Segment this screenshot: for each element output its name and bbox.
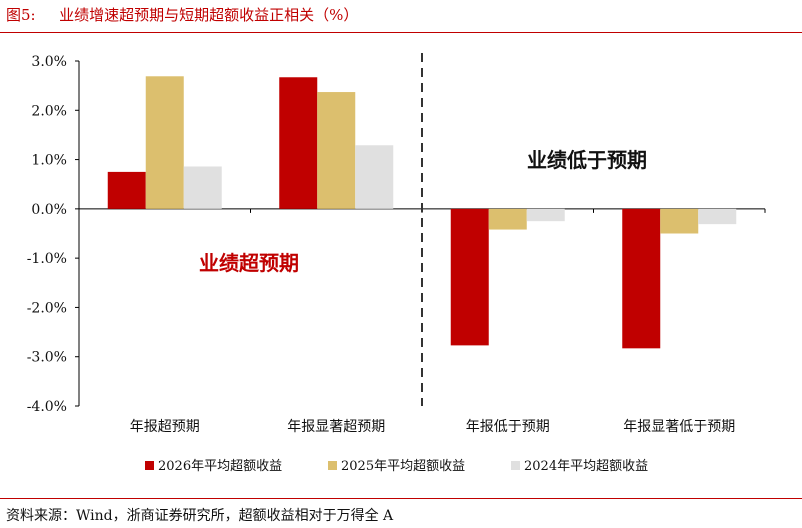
- header-divider: [0, 32, 802, 33]
- annotation-below-expectations: 业绩低于预期: [527, 148, 647, 172]
- footer-divider: [0, 498, 802, 499]
- legend-swatch-2024: [511, 461, 520, 470]
- y-tick-label: 1.0%: [31, 153, 67, 169]
- bar-chart: 3.0% 2.0% 1.0% 0.0% -1.0% -2.0% -3.0% -4.0% 年报超预…: [27, 53, 766, 435]
- bar-2024: [355, 145, 394, 209]
- figure-title: 图5: 业绩增速超预期与短期超额收益正相关（%）: [6, 4, 358, 25]
- x-category-label: 年报超预期: [130, 419, 200, 435]
- legend-label-2024: 2024年平均超额收益: [524, 459, 649, 474]
- y-tick-label: -1.0%: [27, 251, 67, 267]
- y-tick-label: -2.0%: [27, 300, 67, 316]
- bar-2026: [279, 77, 318, 209]
- x-category-label: 年报显著超预期: [287, 419, 385, 435]
- legend-item-2024: 2024年平均超额收益: [511, 455, 648, 474]
- y-tick-label: -3.0%: [27, 350, 67, 366]
- bar-2024: [526, 208, 565, 222]
- legend-swatch-2025: [328, 461, 337, 470]
- bar-2025: [145, 76, 184, 209]
- bar-2026: [107, 171, 146, 209]
- legend-item-2026: 2026年平均超额收益: [145, 455, 282, 474]
- figure-title-text: 业绩增速超预期与短期超额收益正相关（%）: [59, 6, 359, 24]
- figure-header: 图5: 业绩增速超预期与短期超额收益正相关（%）: [0, 0, 802, 34]
- bar-2026: [622, 208, 661, 349]
- y-tick-label: -4.0%: [27, 399, 67, 415]
- y-tick-label: 3.0%: [31, 54, 67, 70]
- chart-legend: 2026年平均超额收益 2025年平均超额收益 2024年平均超额收益: [0, 455, 802, 475]
- legend-label-2026: 2026年平均超额收益: [158, 459, 283, 474]
- annotation-beat-expectations: 业绩超预期: [199, 251, 299, 275]
- bar-2024: [698, 208, 737, 225]
- y-tick-label: 0.0%: [31, 202, 67, 218]
- bar-2026: [450, 208, 489, 346]
- bar-2024: [183, 166, 222, 209]
- legend-swatch-2026: [145, 461, 154, 470]
- bar-2025: [660, 208, 699, 234]
- legend-item-2025: 2025年平均超额收益: [328, 455, 465, 474]
- figure-label: 图5:: [6, 6, 36, 24]
- y-tick-label: 2.0%: [31, 103, 67, 119]
- legend-label-2025: 2025年平均超额收益: [341, 459, 466, 474]
- bar-2025: [488, 208, 527, 230]
- x-category-label: 年报低于预期: [466, 419, 550, 435]
- source-note: 资料来源：Wind，浙商证券研究所，超额收益相对于万得全 A: [6, 508, 394, 524]
- x-category-label: 年报显著低于预期: [623, 419, 735, 435]
- bar-2025: [317, 92, 356, 209]
